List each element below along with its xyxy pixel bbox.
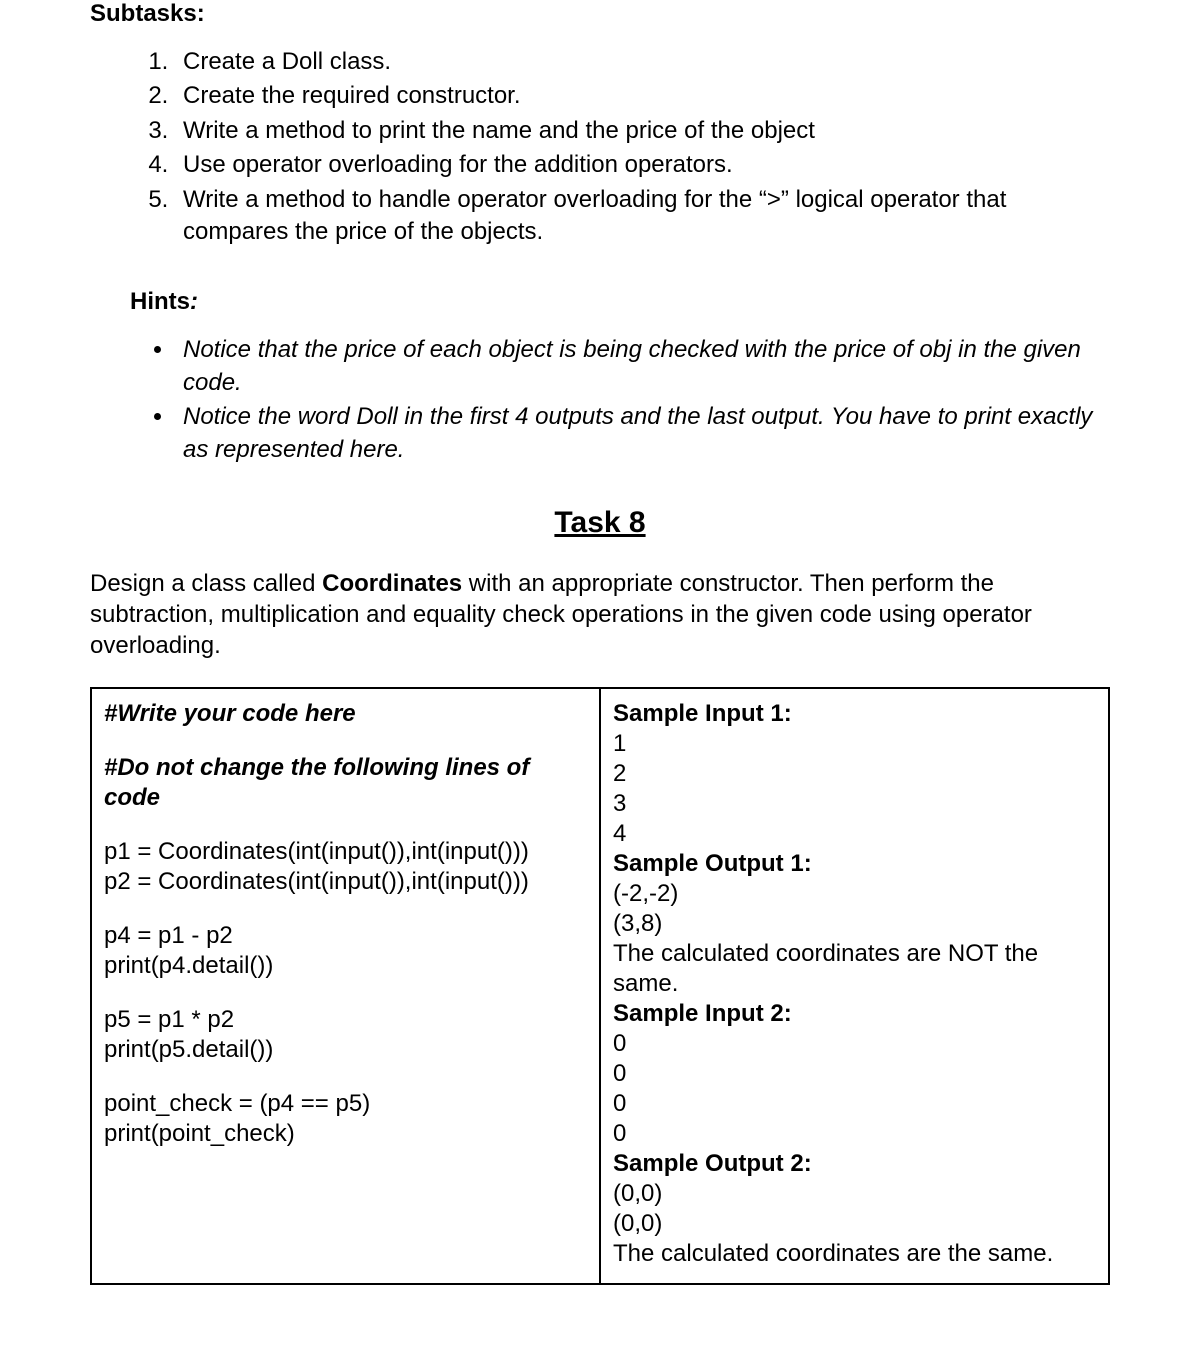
task-title: Task 8 [90,506,1110,540]
sample-output-line: (0,0) [613,1209,1096,1239]
code-line: p5 = p1 * p2 [104,1005,587,1035]
subtasks-heading-text: Subtasks [90,0,197,27]
sample-output-line: (0,0) [613,1179,1096,1209]
sample-input-line: 0 [613,1029,1096,1059]
sample-output-line: The calculated coordinates are NOT the s… [613,939,1096,999]
task-desc-classname: Coordinates [322,570,462,597]
code-line: p1 = Coordinates(int(input()),int(input(… [104,837,587,867]
sample-output-line: (-2,-2) [613,879,1096,909]
blank-line [104,729,587,753]
blank-line [104,813,587,837]
subtask-item: Use operator overloading for the additio… [175,149,1110,181]
sample-input-line: 0 [613,1119,1096,1149]
sample-input-label: Sample Input 2: [613,999,1096,1029]
code-comment: #Do not change the following lines of co… [104,753,587,813]
sample-output-line: The calculated coordinates are the same. [613,1239,1096,1269]
task-desc-pre: Design a class called [90,570,322,597]
subtask-item: Write a method to print the name and the… [175,115,1110,147]
sample-input-line: 1 [613,729,1096,759]
code-line: print(p5.detail()) [104,1035,587,1065]
hints-list: Notice that the price of each object is … [145,334,1110,466]
sample-input-line: 2 [613,759,1096,789]
sample-output-line: (3,8) [613,909,1096,939]
code-line: print(point_check) [104,1119,587,1149]
subtasks-heading: Subtasks: [90,0,1110,28]
code-line: print(p4.detail()) [104,951,587,981]
table-row: #Write your code here #Do not change the… [91,688,1109,1284]
hints-heading-text: Hints [130,288,190,315]
sample-input-line: 0 [613,1059,1096,1089]
hint-item: Notice that the price of each object is … [175,334,1110,399]
subtask-item: Create a Doll class. [175,46,1110,78]
code-line: p2 = Coordinates(int(input()),int(input(… [104,867,587,897]
page-container: Subtasks: Create a Doll class. Create th… [0,0,1200,1345]
sample-output-label: Sample Output 2: [613,1149,1096,1179]
blank-line [104,981,587,1005]
subtasks-list: Create a Doll class. Create the required… [145,46,1110,248]
sample-input-label: Sample Input 1: [613,699,1096,729]
sample-input-line: 0 [613,1089,1096,1119]
sample-input-line: 4 [613,819,1096,849]
code-cell-left: #Write your code here #Do not change the… [91,688,600,1284]
sample-output-label: Sample Output 1: [613,849,1096,879]
code-comment: #Write your code here [104,699,587,729]
code-sample-table: #Write your code here #Do not change the… [90,687,1110,1285]
blank-line [104,1065,587,1089]
blank-line [104,897,587,921]
subtask-item: Write a method to handle operator overlo… [175,184,1110,249]
sample-cell-right: Sample Input 1: 1 2 3 4 Sample Output 1:… [600,688,1109,1284]
code-line: point_check = (p4 == p5) [104,1089,587,1119]
hints-heading: Hints: [130,288,1110,316]
sample-input-line: 3 [613,789,1096,819]
task-description: Design a class called Coordinates with a… [90,568,1110,662]
hint-item: Notice the word Doll in the first 4 outp… [175,401,1110,466]
code-line: p4 = p1 - p2 [104,921,587,951]
subtask-item: Create the required constructor. [175,80,1110,112]
